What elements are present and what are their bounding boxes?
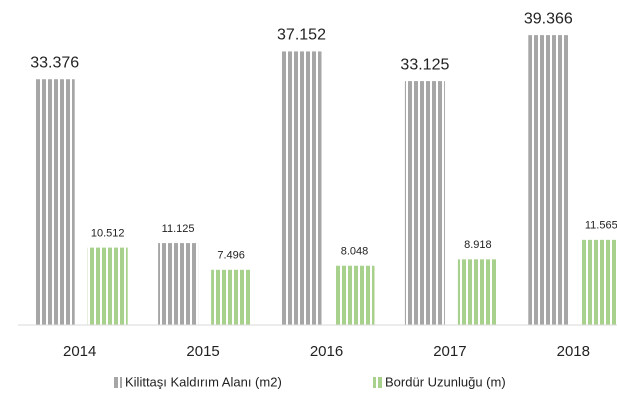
- bar: [281, 51, 322, 326]
- legend-label: Kilittaşı Kaldırım Alanı (m2): [125, 374, 282, 389]
- x-tick-label: 2016: [310, 343, 343, 360]
- x-tick-label: 2014: [63, 343, 96, 360]
- legend-swatch: [113, 377, 122, 388]
- bar: [581, 239, 617, 325]
- bar: [158, 243, 199, 325]
- data-label: 7.496: [217, 250, 245, 262]
- bar: [404, 81, 445, 325]
- bar: [34, 79, 75, 326]
- bar: [87, 247, 128, 325]
- x-tick-label: 2015: [186, 343, 219, 360]
- data-label: 8.918: [464, 239, 492, 251]
- legend-label: Bordür Uzunluğu (m): [385, 374, 506, 389]
- data-label: 11.125: [162, 223, 195, 235]
- data-label: 11.565: [585, 220, 617, 232]
- data-label: 39.366: [524, 10, 573, 27]
- x-tick-label: 2018: [557, 343, 590, 360]
- data-label: 37.152: [277, 27, 326, 44]
- x-tick-label: 2017: [433, 343, 466, 360]
- bar: [334, 265, 375, 325]
- bar: [211, 269, 252, 325]
- data-label: 33.125: [400, 56, 449, 73]
- legend-swatch: [373, 377, 382, 388]
- bar: [528, 35, 569, 325]
- data-label: 8.048: [341, 246, 369, 258]
- data-label: 33.376: [30, 54, 79, 71]
- data-label: 10.512: [91, 227, 125, 239]
- bar: [457, 259, 498, 325]
